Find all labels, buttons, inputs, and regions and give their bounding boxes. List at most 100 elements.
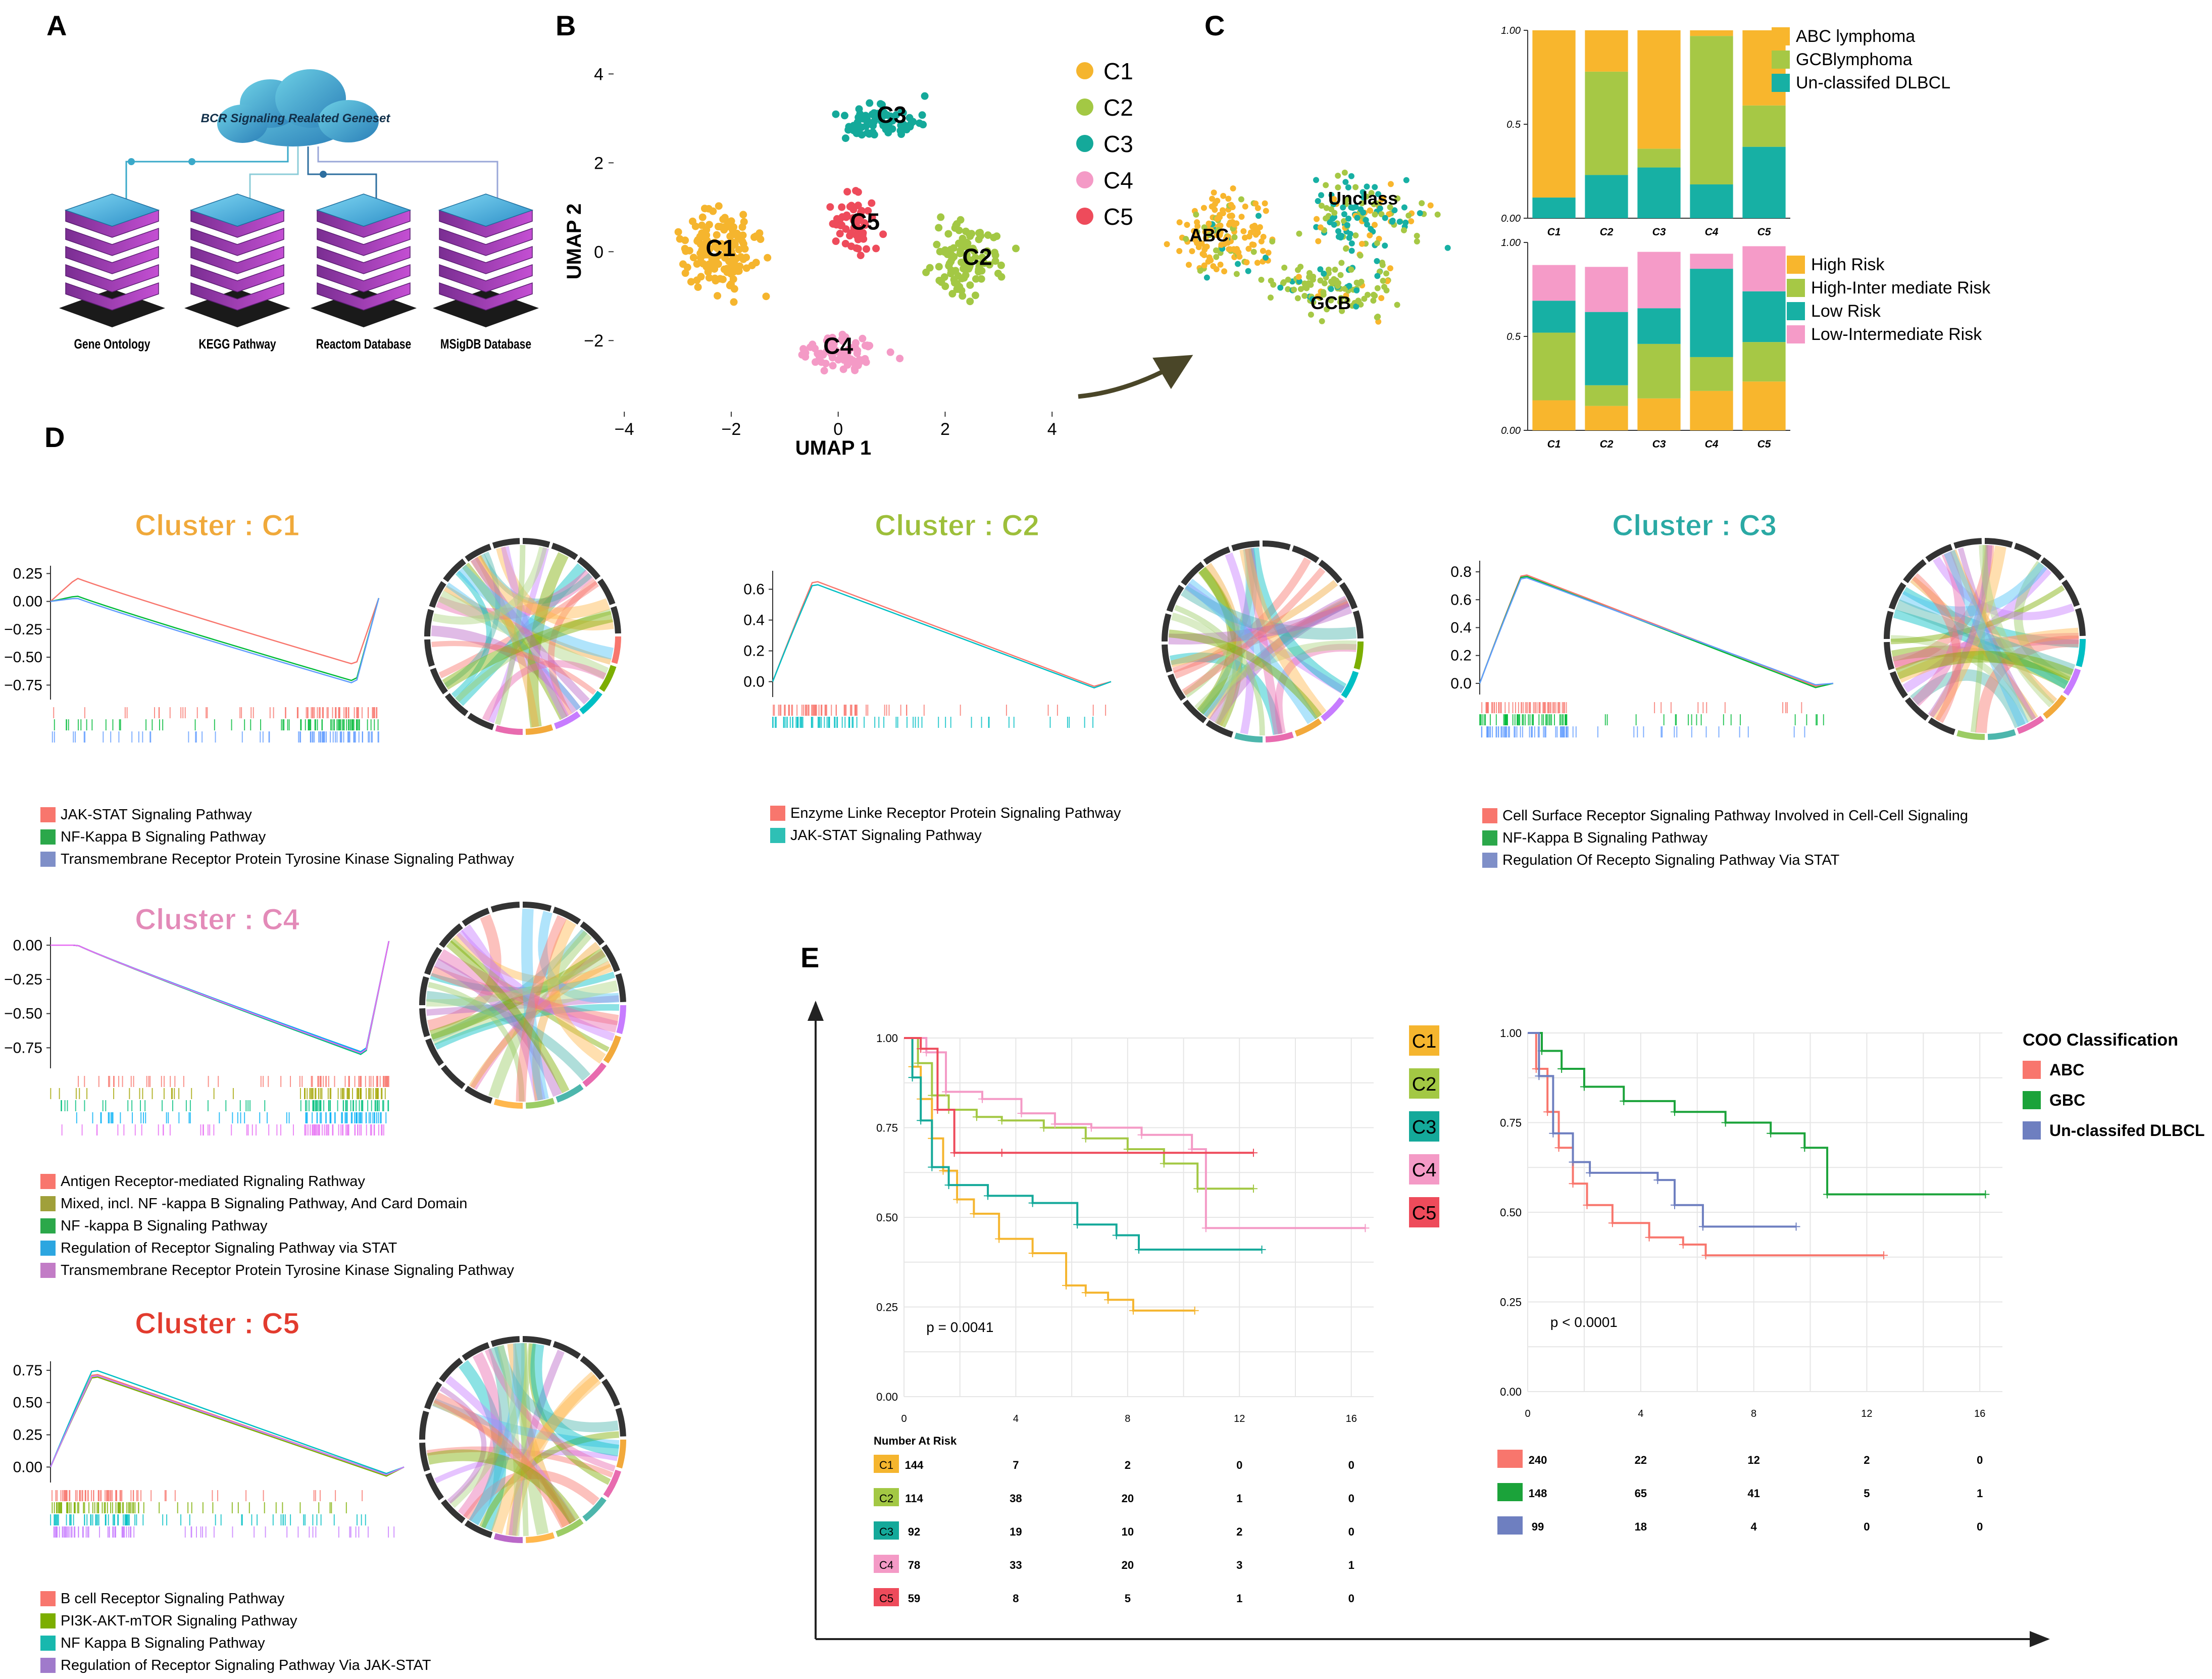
- coo-umap-point: [1344, 297, 1351, 304]
- chord-sector: [1167, 673, 1186, 701]
- coo-umap-point: [1315, 293, 1321, 300]
- umap-point: [698, 213, 707, 221]
- chord-link: [1169, 629, 1322, 719]
- chord-link: [1895, 599, 2076, 675]
- umap-point: [843, 211, 851, 219]
- coo-umap-point: [1251, 222, 1258, 229]
- coo-umap-point: [1243, 259, 1250, 266]
- umap-point: [826, 203, 834, 211]
- y-tick-label: 0.25: [13, 1427, 42, 1444]
- chord-sector: [2017, 716, 2044, 734]
- umap-xlabel: UMAP 1: [795, 437, 871, 459]
- umap-point: [829, 220, 837, 228]
- y-tick-label: 0.5: [1506, 119, 1521, 130]
- risk-bar-chart: 0.00 0.5 1.00 C1 C2 C3 C4 C5 High Risk High-Inter…: [1501, 237, 1991, 450]
- database-layer: [65, 264, 159, 292]
- coo-umap-point: [1263, 208, 1269, 214]
- coo-umap-point: [1374, 285, 1381, 291]
- coo-umap-point: [1238, 196, 1244, 203]
- umap-point: [728, 226, 736, 234]
- pathway-label: B cell Receptor Signaling Pathway: [61, 1591, 285, 1607]
- chord-sector: [444, 693, 469, 716]
- y-tick-label: 0.00: [1500, 1386, 1522, 1398]
- umap-point: [869, 122, 877, 130]
- chord-link: [1891, 646, 2070, 689]
- chord-link: [516, 915, 567, 1102]
- chord-link: [1893, 545, 1994, 671]
- survival-curve: [904, 1037, 1195, 1312]
- chord-link: [438, 581, 599, 678]
- coo-umap-point: [1343, 196, 1350, 203]
- umap-point: [862, 245, 870, 253]
- chord-sector: [1985, 538, 2013, 548]
- umap-point: [947, 270, 955, 278]
- umap-point: [829, 362, 837, 370]
- umap-point: [693, 260, 701, 268]
- risk-table-value: 5: [1125, 1592, 1131, 1605]
- coo-umap-point: [1360, 209, 1367, 216]
- chord-sector: [552, 1341, 581, 1359]
- coo-umap-point: [1384, 278, 1391, 284]
- coo-umap-point: [1380, 277, 1386, 284]
- gsea-cluster: Cluster : C2 0.6 0.4 0.2 0.0 Enzyme Linke Rec…: [743, 509, 1364, 844]
- risk-table-value: 2: [1125, 1459, 1131, 1471]
- coo-umap-point: [1236, 254, 1243, 260]
- coo-umap-point: [1319, 318, 1325, 324]
- legend-label: Un-classifed DLBCL: [1796, 73, 1950, 92]
- chord-link: [497, 1345, 521, 1537]
- coo-umap-point: [1220, 210, 1226, 217]
- pathway-label: Enzyme Linke Receptor Protein Signaling …: [790, 805, 1121, 821]
- risk-table-swatch: [874, 1555, 899, 1573]
- risk-table-value: 1: [1236, 1592, 1242, 1605]
- chord-link: [457, 564, 614, 660]
- umap-point: [699, 260, 707, 268]
- bar-segment: [1637, 308, 1681, 344]
- coo-umap-point: [1221, 268, 1228, 275]
- umap-point: [851, 343, 859, 351]
- umap-point: [720, 252, 728, 260]
- umap-point: [926, 264, 934, 272]
- bar-segment: [1690, 269, 1733, 357]
- umap-point: [828, 354, 836, 362]
- legend-label: High Risk: [1811, 255, 1885, 274]
- chord-link: [1244, 548, 1283, 735]
- chord-link: [1173, 557, 1312, 679]
- coo-umap-point: [1355, 298, 1362, 305]
- chord-link: [434, 958, 562, 1097]
- coo-umap-point: [1378, 295, 1385, 302]
- chord-link: [1892, 632, 2079, 668]
- umap-point: [838, 349, 846, 357]
- bar-segment: [1637, 30, 1681, 149]
- coo-umap-point: [1256, 224, 1263, 230]
- pathway-swatch: [40, 1218, 56, 1233]
- chord-link: [471, 557, 590, 705]
- coo-umap-point: [1269, 238, 1276, 245]
- coo-umap-point: [1342, 285, 1348, 292]
- pathway-label: Cell Surface Receptor Signaling Pathway …: [1502, 808, 1968, 824]
- panel-d-gsea: Cluster : C10.250.00−0.25−0.50−0.75JAK-S…: [4, 509, 2086, 1673]
- coo-umap-point: [1382, 215, 1388, 221]
- coo-umap-point: [1193, 211, 1199, 218]
- umap-point: [715, 202, 723, 210]
- chord-link: [488, 930, 592, 1099]
- coo-umap-point: [1360, 194, 1367, 201]
- chord-sector: [465, 544, 492, 562]
- coo-umap-point: [1295, 267, 1301, 273]
- umap-point: [983, 247, 991, 255]
- coo-umap-point: [1252, 200, 1259, 207]
- chord-sector: [2043, 695, 2067, 719]
- db-label-reactom: Reactom Database: [316, 337, 411, 352]
- chord-sector: [523, 1336, 552, 1346]
- coo-umap-point: [1240, 228, 1247, 234]
- coo-umap-point: [1225, 195, 1232, 202]
- umap-point: [966, 298, 974, 306]
- umap-point: [847, 202, 856, 210]
- risk-table-swatch: [874, 1488, 899, 1506]
- coo-umap-point: [1227, 213, 1233, 219]
- umap-point: [977, 275, 985, 283]
- chord-sector: [490, 902, 520, 913]
- umap-ylabel: UMAP 2: [563, 204, 585, 279]
- umap-point: [918, 111, 926, 119]
- chord-sector: [1884, 641, 1895, 670]
- coo-umap-point: [1254, 260, 1261, 266]
